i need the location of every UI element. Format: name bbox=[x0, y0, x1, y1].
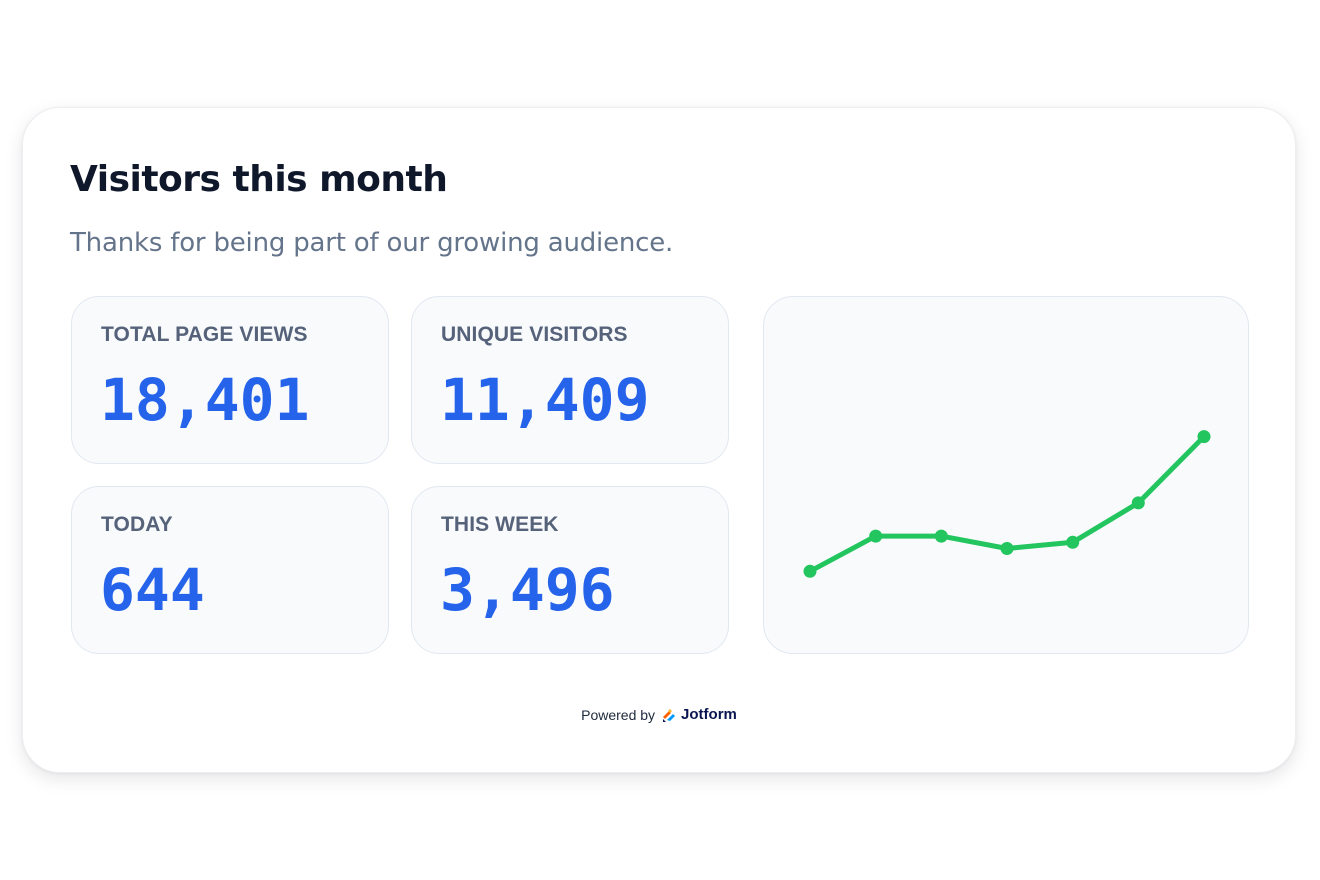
stat-value: 3,496 bbox=[440, 556, 615, 624]
trend-point-4 bbox=[1000, 542, 1014, 555]
stat-value: 11,409 bbox=[440, 366, 650, 434]
jotform-logo-icon bbox=[663, 708, 676, 722]
jotform-brand-link[interactable]: Jotform bbox=[661, 706, 737, 723]
stat-this-week: THIS WEEK 3,496 bbox=[411, 486, 729, 654]
stat-total-page-views: TOTAL PAGE VIEWS 18,401 bbox=[71, 296, 389, 464]
brand-name: Jotform bbox=[681, 706, 737, 723]
trend-point-7 bbox=[1197, 430, 1211, 444]
powered-by-label: Powered by bbox=[581, 706, 656, 723]
trend-point-5 bbox=[1066, 535, 1080, 549]
stat-unique-visitors: UNIQUE VISITORS 11,409 bbox=[411, 296, 729, 464]
stat-label: TODAY bbox=[101, 513, 173, 536]
trend-point-1 bbox=[803, 564, 817, 578]
stat-label: TOTAL PAGE VIEWS bbox=[101, 323, 308, 346]
stat-label: UNIQUE VISITORS bbox=[441, 323, 628, 346]
stat-today: TODAY 644 bbox=[71, 486, 389, 654]
stat-value: 18,401 bbox=[100, 366, 310, 434]
card-title: Visitors this month bbox=[70, 159, 448, 200]
card-subtitle: Thanks for being part of our growing aud… bbox=[70, 228, 674, 258]
visitors-card: Visitors this month Thanks for being par… bbox=[22, 107, 1296, 773]
trend-point-3 bbox=[934, 529, 948, 543]
stat-value: 644 bbox=[100, 556, 205, 624]
trend-point-2 bbox=[869, 529, 883, 543]
trend-point-6 bbox=[1131, 496, 1145, 510]
trend-chart-svg bbox=[803, 430, 1211, 578]
visitors-trend-chart bbox=[763, 296, 1249, 654]
stat-label: THIS WEEK bbox=[441, 513, 559, 536]
powered-by-footer: Powered by Jotform bbox=[23, 706, 1295, 723]
